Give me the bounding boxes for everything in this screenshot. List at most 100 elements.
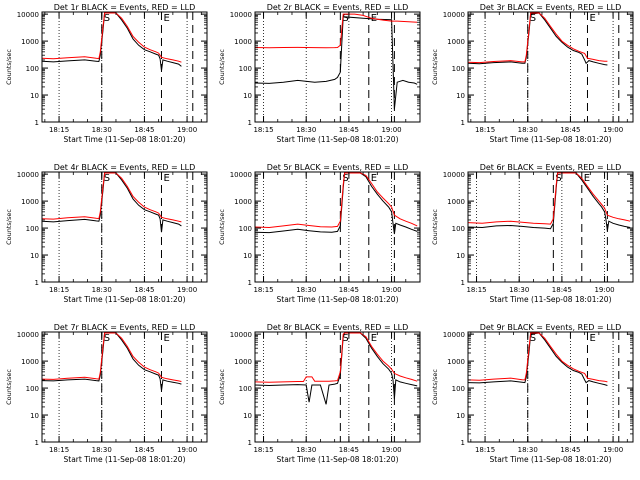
x-tick-label: 18:15 (475, 446, 495, 454)
interval-marker-label: S (342, 173, 348, 184)
x-tick-label: 18:45 (134, 286, 154, 294)
y-tick-label: 10000 (17, 11, 39, 19)
lld-series-line (255, 332, 418, 383)
events-series-line (42, 172, 182, 233)
x-tick-label: 18:15 (49, 126, 69, 134)
x-tick-label: 18:15 (466, 286, 486, 294)
y-tick-label: 1 (461, 439, 465, 447)
lld-series-line (42, 12, 182, 63)
x-tick-label: 18:30 (296, 286, 316, 294)
y-tick-label: 1000 (447, 358, 465, 366)
plot-frame (41, 11, 208, 123)
interval-marker-label: S (104, 13, 110, 24)
panel-title: Det 8r BLACK = Events, RED = LLD (267, 323, 409, 332)
x-tick-label: 18:30 (509, 286, 529, 294)
x-tick-label: 18:45 (339, 446, 359, 454)
y-tick-label: 10 (456, 412, 465, 420)
y-tick-label: 10000 (443, 171, 465, 179)
y-tick-label: 1000 (447, 198, 465, 206)
events-series-line (255, 16, 418, 110)
y-tick-label: 10 (243, 92, 252, 100)
x-tick-label: 19:00 (603, 126, 623, 134)
panel-title: Det 1r BLACK = Events, RED = LLD (54, 3, 196, 12)
x-tick-label: 19:00 (177, 286, 197, 294)
lld-series-line (255, 13, 418, 49)
y-tick-label: 10 (456, 252, 465, 260)
interval-marker-label: E (163, 173, 169, 184)
y-tick-label: 10 (243, 252, 252, 260)
x-axis-label: Start Time (11-Sep-08 18:01:20) (490, 295, 612, 304)
x-tick-label: 18:15 (49, 286, 69, 294)
y-tick-label: 10 (456, 92, 465, 100)
events-series-line (255, 332, 418, 405)
y-tick-label: 1 (35, 119, 39, 127)
interval-marker-label: S (530, 333, 536, 344)
plot-frame (467, 11, 634, 123)
events-series-line (255, 172, 418, 235)
interval-marker-label: E (371, 333, 377, 344)
x-tick-label: 18:45 (560, 446, 580, 454)
interval-marker-label: S (555, 173, 561, 184)
x-tick-label: 19:00 (381, 286, 401, 294)
x-tick-label: 18:15 (49, 446, 69, 454)
events-series-line (42, 332, 182, 391)
x-axis-label: Start Time (11-Sep-08 18:01:20) (64, 135, 186, 144)
x-tick-label: 19:00 (603, 446, 623, 454)
interval-marker-label: S (104, 333, 110, 344)
y-tick-label: 1000 (234, 38, 252, 46)
panel-title: Det 6r BLACK = Events, RED = LLD (480, 163, 622, 172)
x-axis-label: Start Time (11-Sep-08 18:01:20) (490, 455, 612, 464)
y-tick-label: 100 (26, 385, 39, 393)
x-tick-label: 19:00 (381, 126, 401, 134)
events-series-line (468, 12, 608, 66)
panel-title: Det 7r BLACK = Events, RED = LLD (54, 323, 196, 332)
x-tick-label: 18:15 (253, 286, 273, 294)
plot-frame (467, 331, 634, 443)
interval-marker-label: E (589, 333, 595, 344)
events-series-line (468, 332, 608, 386)
x-tick-label: 18:45 (339, 286, 359, 294)
events-series-line (468, 172, 631, 231)
y-tick-label: 10 (30, 252, 39, 260)
y-tick-label: 1 (248, 119, 252, 127)
x-tick-label: 18:30 (92, 286, 112, 294)
y-tick-label: 100 (26, 225, 39, 233)
y-axis-label: Counts/sec (5, 209, 13, 245)
y-tick-label: 1 (248, 439, 252, 447)
x-tick-label: 18:45 (134, 446, 154, 454)
x-tick-label: 18:45 (339, 126, 359, 134)
y-axis-label: Counts/sec (218, 369, 226, 405)
x-tick-label: 18:15 (475, 126, 495, 134)
y-tick-label: 10000 (443, 11, 465, 19)
y-tick-label: 10000 (230, 331, 252, 339)
x-axis-label: Start Time (11-Sep-08 18:01:20) (490, 135, 612, 144)
x-tick-label: 18:15 (253, 446, 273, 454)
y-tick-label: 1 (461, 279, 465, 287)
y-axis-label: Counts/sec (431, 49, 439, 85)
y-axis-label: Counts/sec (218, 49, 226, 85)
x-tick-label: 18:30 (296, 446, 316, 454)
x-tick-label: 18:30 (92, 446, 112, 454)
interval-marker-label: E (584, 173, 590, 184)
y-tick-label: 1 (35, 279, 39, 287)
y-tick-label: 1000 (234, 198, 252, 206)
panel-title: Det 5r BLACK = Events, RED = LLD (267, 163, 409, 172)
y-axis-label: Counts/sec (431, 369, 439, 405)
y-tick-label: 100 (239, 385, 252, 393)
y-tick-label: 100 (26, 65, 39, 73)
y-tick-label: 1000 (21, 198, 39, 206)
x-tick-label: 19:00 (177, 446, 197, 454)
x-tick-label: 18:30 (92, 126, 112, 134)
plot-frame (41, 331, 208, 443)
y-axis-label: Counts/sec (5, 49, 13, 85)
interval-marker-label: E (371, 173, 377, 184)
interval-marker-label: E (163, 13, 169, 24)
x-axis-label: Start Time (11-Sep-08 18:01:20) (277, 135, 399, 144)
y-tick-label: 1000 (21, 358, 39, 366)
y-tick-label: 10000 (230, 171, 252, 179)
lld-series-line (468, 332, 608, 383)
